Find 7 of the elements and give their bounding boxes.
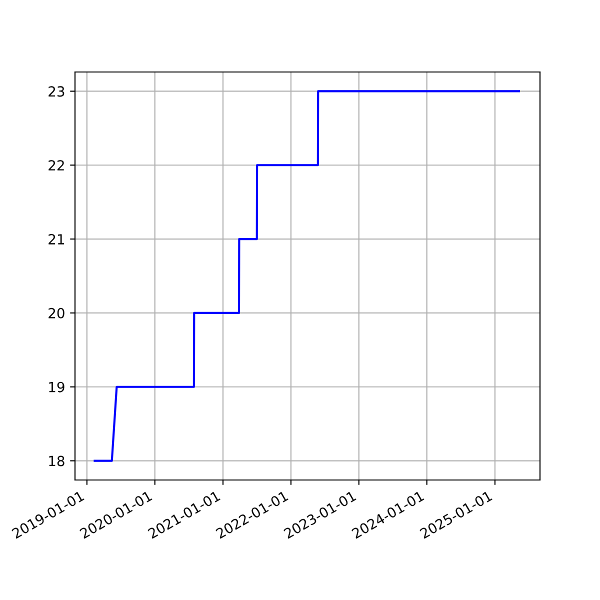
line-series: [94, 90, 520, 462]
y-tick-label: 18: [49, 456, 64, 466]
y-tick-label: 21: [48, 234, 64, 244]
y-tick-label: 19: [49, 382, 64, 392]
y-tick-label: 22: [48, 160, 64, 170]
y-tick-label: 20: [48, 308, 64, 318]
y-tick-label: 23: [48, 86, 64, 97]
